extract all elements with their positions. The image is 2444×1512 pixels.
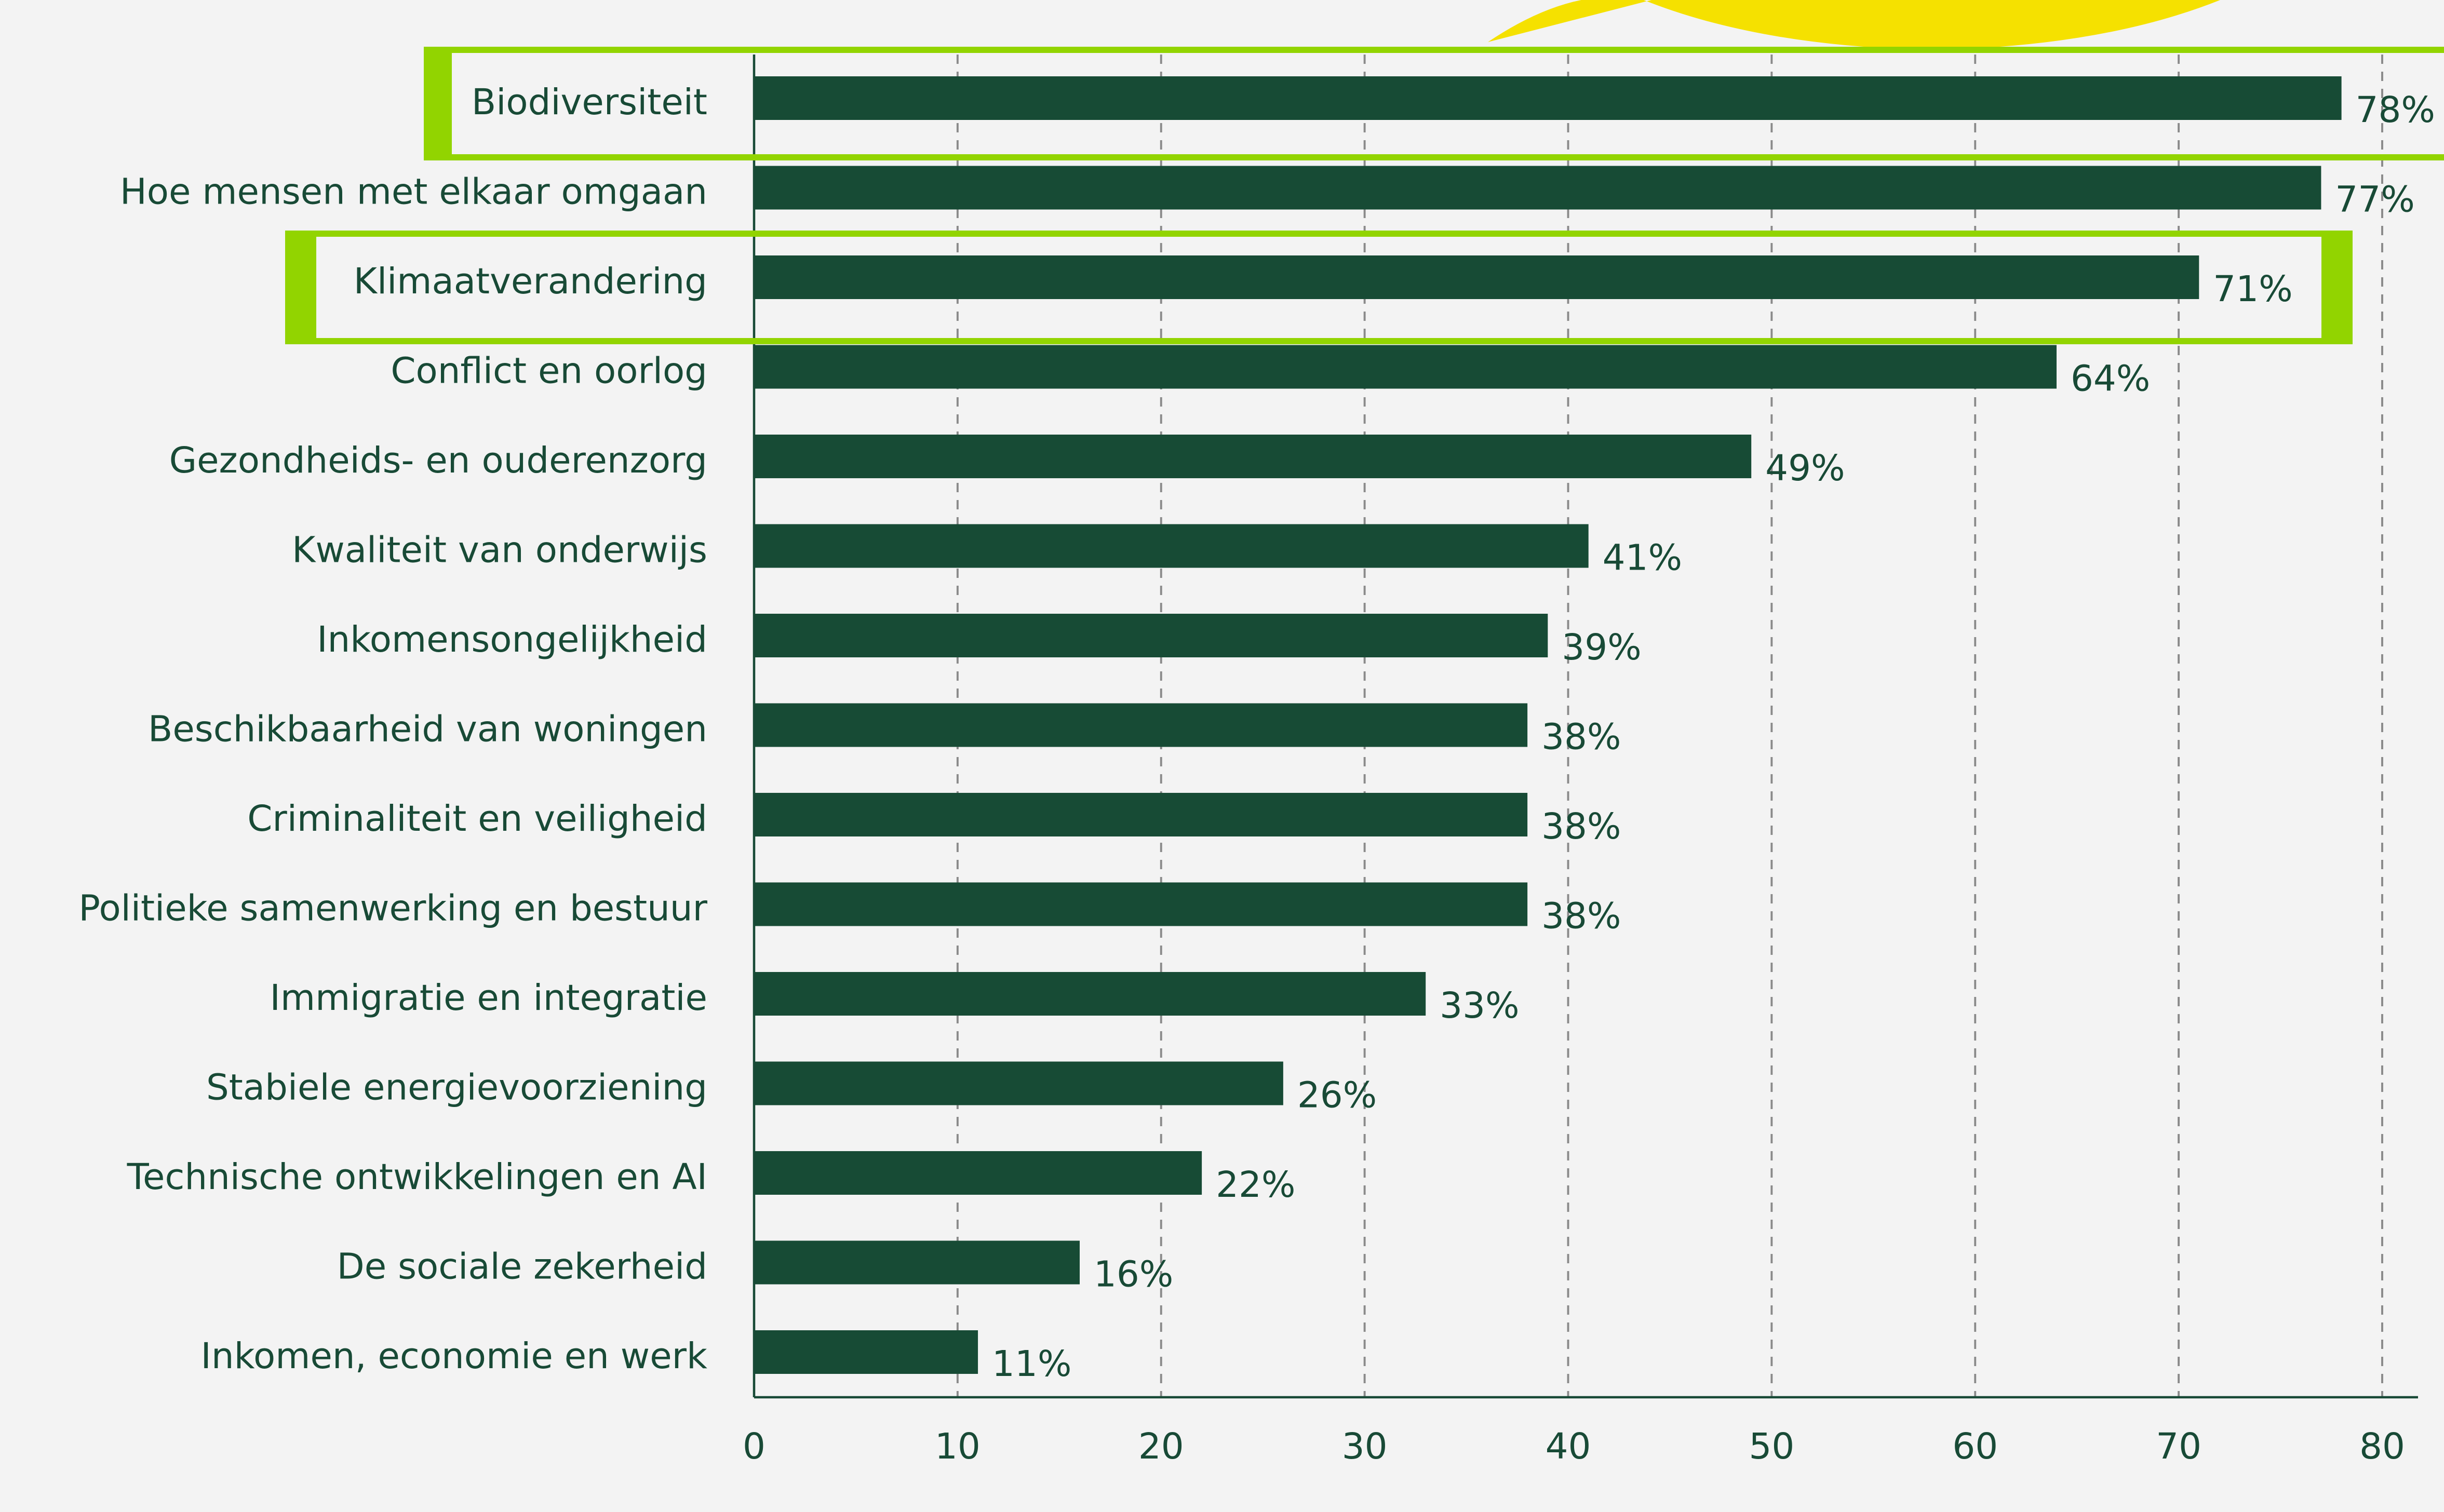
value-label: 38% <box>1541 806 1621 847</box>
value-label: 33% <box>1440 985 1519 1027</box>
value-label: 49% <box>1765 448 1845 489</box>
bar <box>754 255 2199 299</box>
y-tick-label: De sociale zekerheid <box>337 1246 707 1288</box>
x-tick-label: 20 <box>1138 1426 1184 1467</box>
y-tick-label: Criminaliteit en veiligheid <box>247 798 707 840</box>
y-tick-label: Inkomensongelijkheid <box>317 619 707 660</box>
y-tick-label: Kwaliteit van onderwijs <box>292 530 707 571</box>
bar <box>754 972 1426 1016</box>
value-label: 39% <box>1562 627 1641 668</box>
bar <box>754 1240 1080 1284</box>
y-tick-label: Stabiele energievoorziening <box>206 1067 707 1109</box>
value-label: 11% <box>992 1343 1071 1385</box>
y-tick-label: Technische ontwikkelingen en AI <box>127 1156 707 1198</box>
value-label: 78% <box>2356 89 2435 131</box>
chart: 0 10 20 30 40 50 60 70 80 Biodiversiteit 78% Hoe me… <box>0 0 2444 1512</box>
bar <box>754 1151 1202 1195</box>
x-tick-label: 30 <box>1342 1426 1388 1467</box>
y-tick-label: Biodiversiteit <box>472 82 707 123</box>
value-label: 71% <box>2213 268 2292 310</box>
value-label: 38% <box>1541 896 1621 937</box>
y-tick-label: Gezondheids- en ouderenzorg <box>169 440 707 481</box>
value-label: 41% <box>1603 537 1682 579</box>
x-tick-label: 60 <box>1952 1426 1998 1467</box>
y-tick-label: Klimaatverandering <box>354 261 707 302</box>
value-label: 38% <box>1541 717 1621 758</box>
bar <box>754 1330 978 1374</box>
bar <box>754 793 1527 836</box>
bar <box>754 524 1589 568</box>
y-tick-label: Conflict en oorlog <box>391 350 707 392</box>
value-label: 77% <box>2335 179 2414 221</box>
bar <box>754 435 1751 478</box>
bar <box>754 345 2057 388</box>
highlight-strip <box>285 231 316 344</box>
value-label: 22% <box>1216 1164 1295 1206</box>
y-tick-label: Immigratie en integratie <box>270 977 707 1019</box>
x-tick-label: 80 <box>2359 1426 2405 1467</box>
x-tick-label: 50 <box>1749 1426 1794 1467</box>
x-tick-label: 40 <box>1546 1426 1591 1467</box>
bar <box>754 1061 1283 1105</box>
y-tick-label: Politieke samenwerking en bestuur <box>78 888 707 929</box>
value-label: 26% <box>1297 1075 1377 1116</box>
bar <box>754 614 1548 657</box>
x-tick-label: 0 <box>743 1426 766 1467</box>
y-tick-label: Inkomen, economie en werk <box>201 1335 708 1377</box>
x-tick-label: 10 <box>935 1426 981 1467</box>
bar <box>754 76 2342 120</box>
value-label: 64% <box>2071 358 2150 400</box>
x-tick-label: 70 <box>2156 1426 2201 1467</box>
bar <box>754 882 1527 926</box>
highlight-strip <box>424 47 452 160</box>
bar <box>754 703 1527 747</box>
y-tick-label: Hoe mensen met elkaar omgaan <box>120 171 707 213</box>
highlight-strip <box>2321 231 2353 344</box>
y-tick-label: Beschikbaarheid van woningen <box>148 709 707 750</box>
page: {"chart_data": {"type": "bar", "orientat… <box>0 0 2444 1512</box>
value-label: 16% <box>1094 1254 1173 1295</box>
bar <box>754 166 2321 209</box>
